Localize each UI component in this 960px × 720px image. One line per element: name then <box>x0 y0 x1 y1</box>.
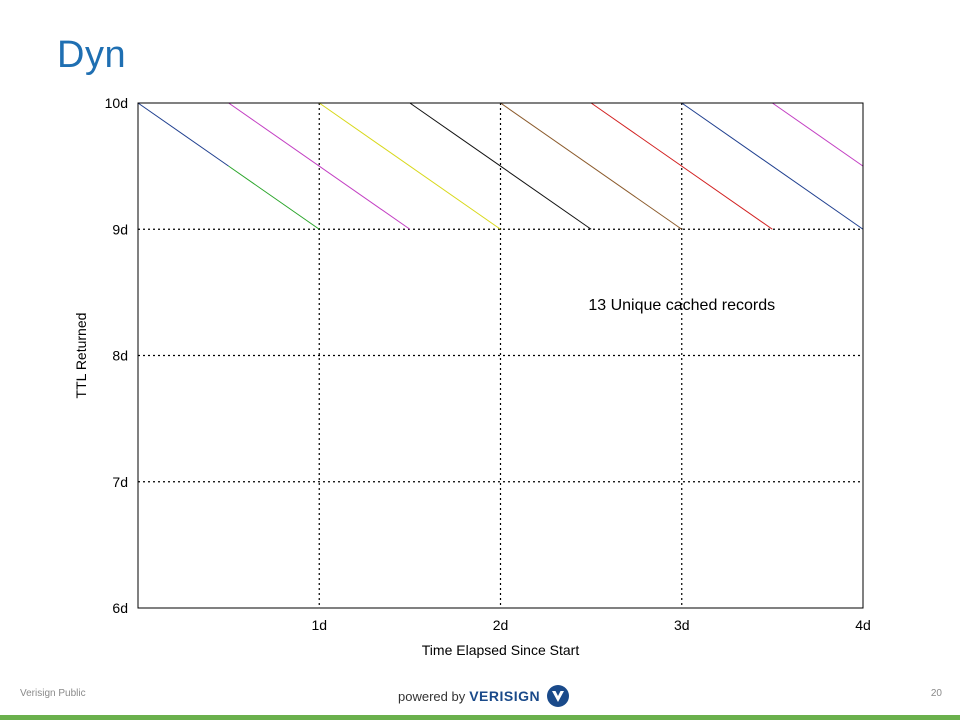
series-line-8 <box>681 102 864 230</box>
y-axis-label: TTL Returned <box>73 313 89 399</box>
y-tick-label: 8d <box>112 348 128 364</box>
page-number: 20 <box>930 688 942 699</box>
x-tick-label: 2d <box>493 617 509 633</box>
y-tick-label: 7d <box>112 474 128 490</box>
series-line-1 <box>137 102 229 167</box>
logo-brand-text: VERISIGN <box>469 688 541 704</box>
series-line-6 <box>500 102 683 230</box>
x-tick-label: 3d <box>674 617 690 633</box>
plot-frame <box>137 102 864 609</box>
footer-classification: Verisign Public <box>20 688 86 699</box>
ttl-chart: 1d 2d 3d 4d 6d 7d 8d 9d 10d Time Elapsed Since S… <box>73 95 871 658</box>
grid-lines <box>138 103 863 608</box>
series-line-5 <box>409 102 592 230</box>
chart-annotation: 13 Unique cached records <box>588 297 775 314</box>
y-tick-label: 10d <box>105 95 128 111</box>
verisign-check-icon <box>547 685 570 707</box>
series-line-9 <box>772 102 864 167</box>
x-tick-label: 1d <box>311 617 327 633</box>
tick-labels: 1d 2d 3d 4d 6d 7d 8d 9d 10d <box>105 95 871 633</box>
verisign-logo: powered by VERISIGN <box>398 682 570 710</box>
x-axis-label: Time Elapsed Since Start <box>422 642 580 658</box>
x-tick-label: 4d <box>855 617 871 633</box>
logo-powered-text: powered by <box>398 688 466 704</box>
y-tick-label: 6d <box>112 600 128 616</box>
slide-title: Dyn <box>57 34 127 76</box>
series-line-3 <box>228 102 411 230</box>
bottom-accent-bar <box>0 715 960 720</box>
series-line-7 <box>590 102 773 230</box>
series-line-2 <box>228 165 320 230</box>
series-lines <box>137 102 864 230</box>
series-line-4 <box>318 102 501 230</box>
y-tick-label: 9d <box>112 221 128 237</box>
